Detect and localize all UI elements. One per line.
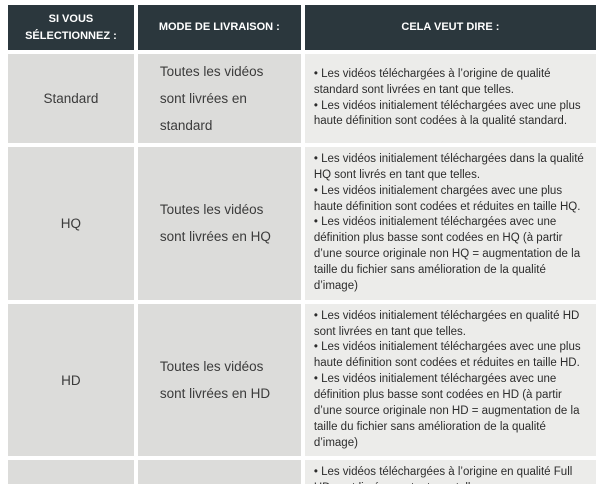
bullet-item: Les vidéos initialement chargées avec un… <box>314 184 588 216</box>
cell-meaning: Les vidéos téléchargées à l’origine de q… <box>304 54 596 143</box>
cell-selection: HQ <box>8 147 134 300</box>
cell-delivery-mode: Toutes les vidéos sont livrées en HD <box>137 303 301 457</box>
bullet-item: Les vidéos initialement téléchargées en … <box>314 309 588 341</box>
delivery-modes-table: SI VOUS SÉLECTIONNEZ : MODE DE LIVRAISON… <box>4 1 600 484</box>
cell-selection: HD <box>8 303 134 457</box>
cell-meaning: Les vidéos initialement téléchargées en … <box>304 303 596 457</box>
table-row-standard: Standard Toutes les vidéos sont livrées e… <box>8 54 596 143</box>
cell-meaning: Les vidéos initialement téléchargées dan… <box>304 147 596 300</box>
bullet-item: Les vidéos initialement téléchargées dan… <box>314 152 588 184</box>
bullet-item: Les vidéos téléchargées à l’origine de q… <box>314 67 588 99</box>
cell-delivery-mode: Toutes les vidéos sont livrées en standa… <box>137 54 301 143</box>
cell-delivery-mode: Toutes les vidéos sont livrées en Full H… <box>137 460 301 484</box>
bullet-item: Les vidéos initialement téléchargées ave… <box>314 340 588 372</box>
header-mode-de-livraison: MODE DE LIVRAISON : <box>137 5 301 50</box>
bullet-item: Les vidéos téléchargées à l’origine en q… <box>314 465 588 484</box>
bullet-item: Les vidéos initialement téléchargées ave… <box>314 372 588 451</box>
cell-selection: Standard <box>8 54 134 143</box>
header-row: SI VOUS SÉLECTIONNEZ : MODE DE LIVRAISON… <box>8 5 596 50</box>
bullet-item: Les vidéos initialement téléchargées ave… <box>314 215 588 294</box>
bullet-item: Les vidéos initialement téléchargées ave… <box>314 99 588 131</box>
cell-selection: Full HD <box>8 460 134 484</box>
cell-meaning: Les vidéos téléchargées à l’origine en q… <box>304 460 596 484</box>
header-cela-veut-dire: CELA VEUT DIRE : <box>304 5 596 50</box>
header-si-vous-selectionnez: SI VOUS SÉLECTIONNEZ : <box>8 5 134 50</box>
cell-delivery-mode: Toutes les vidéos sont livrées en HQ <box>137 147 301 300</box>
